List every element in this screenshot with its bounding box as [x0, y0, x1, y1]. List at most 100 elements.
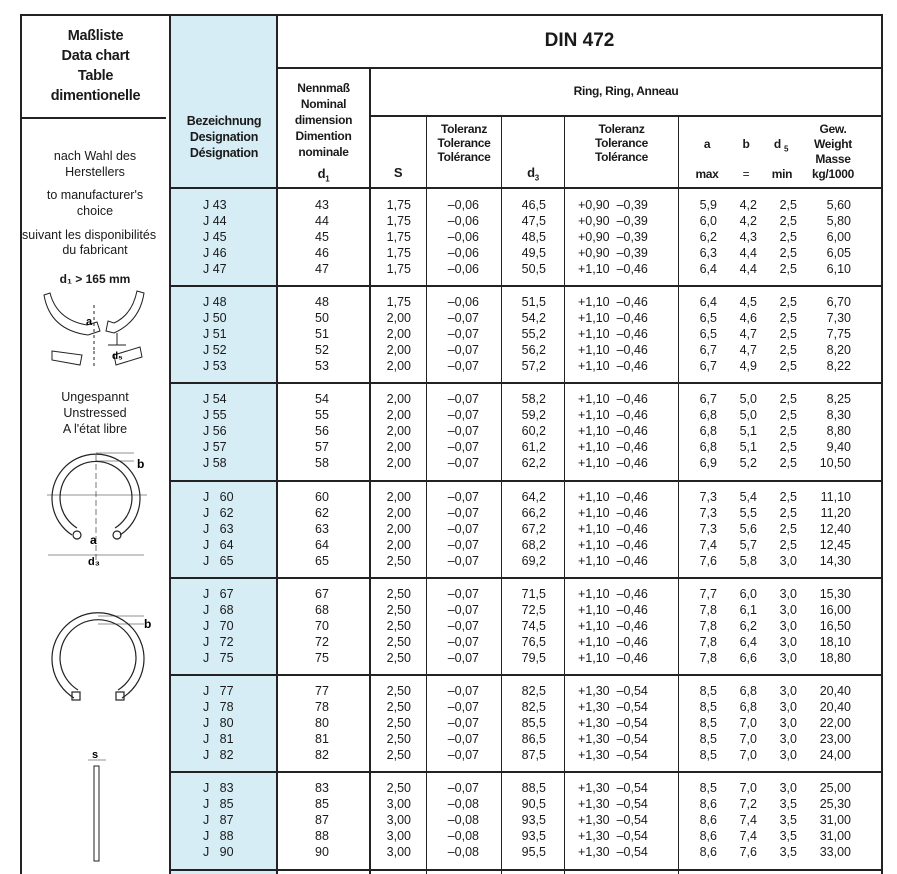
label-b: b — [144, 617, 151, 631]
cell-a: 5,9 — [699, 198, 717, 212]
cell-s: 2,50 — [386, 700, 411, 714]
cell-s: 3,00 — [386, 813, 411, 827]
cell-d5: 2,5 — [779, 506, 797, 520]
cell-tol-d3: +1,30 –0,54 — [578, 797, 648, 811]
cell-designation: J 88 — [203, 829, 234, 843]
cell-s: 2,50 — [386, 619, 411, 633]
cell-tol-s: –0,07 — [447, 506, 479, 520]
cell-s: 2,50 — [386, 651, 411, 665]
note-text: Unstressed — [63, 406, 127, 420]
cell-tol-s: –0,07 — [447, 311, 479, 325]
note-text: Ungespannt — [61, 390, 129, 404]
note-text: du fabricant — [62, 243, 128, 257]
cell-tol-d3: +1,10 –0,46 — [578, 538, 648, 552]
cell-d5: 3,0 — [779, 587, 797, 601]
cell-b: 5,8 — [739, 554, 757, 568]
cell-weight: 5,60 — [826, 198, 851, 212]
cell-designation: J 77 — [203, 684, 234, 698]
divider — [169, 14, 171, 874]
cell-weight: 11,20 — [820, 506, 851, 520]
cell-weight: 8,25 — [826, 392, 851, 406]
cell-tol-d3: +1,10 –0,46 — [578, 490, 648, 504]
cell-d3: 57,2 — [521, 359, 546, 373]
header-text: Tolerance — [437, 136, 491, 150]
cell-d5: 2,5 — [779, 311, 797, 325]
cell-nominal: 68 — [315, 603, 329, 617]
cell-b: 4,3 — [739, 230, 757, 244]
cell-s: 1,75 — [386, 198, 411, 212]
cell-b: 7,4 — [739, 813, 757, 827]
cell-s: 2,00 — [386, 522, 411, 536]
cell-d3: 67,2 — [521, 522, 546, 536]
cell-weight: 12,40 — [819, 522, 851, 536]
cell-designation: J 45 — [203, 230, 227, 244]
note-text: suivant les disponibilités — [22, 228, 157, 242]
standard-title: DIN 472 — [544, 30, 615, 51]
cell-s: 3,00 — [386, 797, 411, 811]
cell-b: 5,1 — [739, 440, 757, 454]
cell-s: 2,00 — [386, 506, 411, 520]
cell-d5: 3,0 — [779, 732, 797, 746]
cell-tol-s: –0,07 — [447, 603, 479, 617]
cell-b: 5,6 — [739, 522, 757, 536]
cell-a: 8,5 — [699, 748, 717, 762]
cell-nominal: 60 — [315, 490, 329, 504]
cell-tol-s: –0,06 — [447, 246, 479, 260]
cell-d5: 2,5 — [779, 295, 797, 309]
cell-tol-s: –0,07 — [447, 781, 479, 795]
cell-s: 2,50 — [386, 716, 411, 730]
cell-tol-s: –0,06 — [447, 230, 479, 244]
cell-d3: 62,2 — [521, 456, 546, 470]
cell-designation: J 48 — [203, 295, 227, 309]
cell-a: 6,8 — [699, 408, 717, 422]
cell-nominal: 85 — [315, 797, 329, 811]
cell-d3: 55,2 — [521, 327, 546, 341]
cell-a: 6,3 — [699, 246, 717, 260]
cell-d5: 2,5 — [779, 522, 797, 536]
cell-d3: 49,5 — [521, 246, 546, 260]
cell-b: 5,2 — [739, 456, 757, 470]
header-text: Tolerance — [594, 136, 649, 150]
cell-tol-d3: +1,30 –0,54 — [578, 732, 648, 746]
cell-s: 3,00 — [386, 845, 411, 859]
divider — [370, 115, 882, 117]
cell-designation: J 46 — [203, 246, 227, 260]
cell-nominal: 65 — [315, 554, 329, 568]
cell-tol-d3: +1,30 –0,54 — [578, 845, 648, 859]
cell-nominal: 63 — [315, 522, 329, 536]
large-size-label: d₁ > 165 mm — [59, 272, 131, 286]
cell-b: 6,1 — [739, 603, 757, 617]
cell-nominal: 75 — [315, 651, 329, 665]
cell-b: 6,2 — [739, 619, 757, 633]
cell-s: 2,00 — [386, 343, 411, 357]
ring-ends-drawing: a d₅ — [43, 290, 145, 367]
cell-weight: 7,30 — [826, 311, 851, 325]
cell-b: 4,4 — [739, 246, 757, 260]
title-block: Maßliste Data chart Table dimentionelle — [22, 26, 169, 106]
header-text: Nennmaß — [297, 81, 350, 95]
cell-nominal: 50 — [315, 311, 329, 325]
cell-tol-d3: +0,90 –0,39 — [578, 230, 648, 244]
cell-b: 6,8 — [739, 700, 757, 714]
cell-d5: 2,5 — [779, 262, 797, 276]
cell-weight: 16,00 — [819, 603, 851, 617]
cell-weight: 6,10 — [826, 262, 851, 276]
cell-d3: 64,2 — [521, 490, 546, 504]
cell-a: 6,5 — [699, 311, 717, 325]
note-text: choice — [76, 204, 114, 218]
header-text: Tolérance — [594, 150, 649, 164]
header-b: b — [742, 137, 750, 151]
cell-weight: 10,50 — [819, 456, 851, 470]
cell-nominal: 47 — [315, 262, 329, 276]
cell-designation: J 87 — [203, 813, 234, 827]
cell-b: 5,5 — [739, 506, 757, 520]
cell-tol-d3: +1,10 –0,46 — [578, 440, 648, 454]
note-text: Herstellers — [65, 165, 125, 179]
cell-nominal: 52 — [315, 343, 329, 357]
cell-a: 6,5 — [699, 327, 717, 341]
cell-d5: 2,5 — [779, 440, 797, 454]
cell-designation: J 60 — [203, 490, 234, 504]
cell-tol-d3: +1,10 –0,46 — [578, 603, 648, 617]
cell-tol-s: –0,07 — [447, 748, 479, 762]
cell-s: 1,75 — [386, 262, 411, 276]
